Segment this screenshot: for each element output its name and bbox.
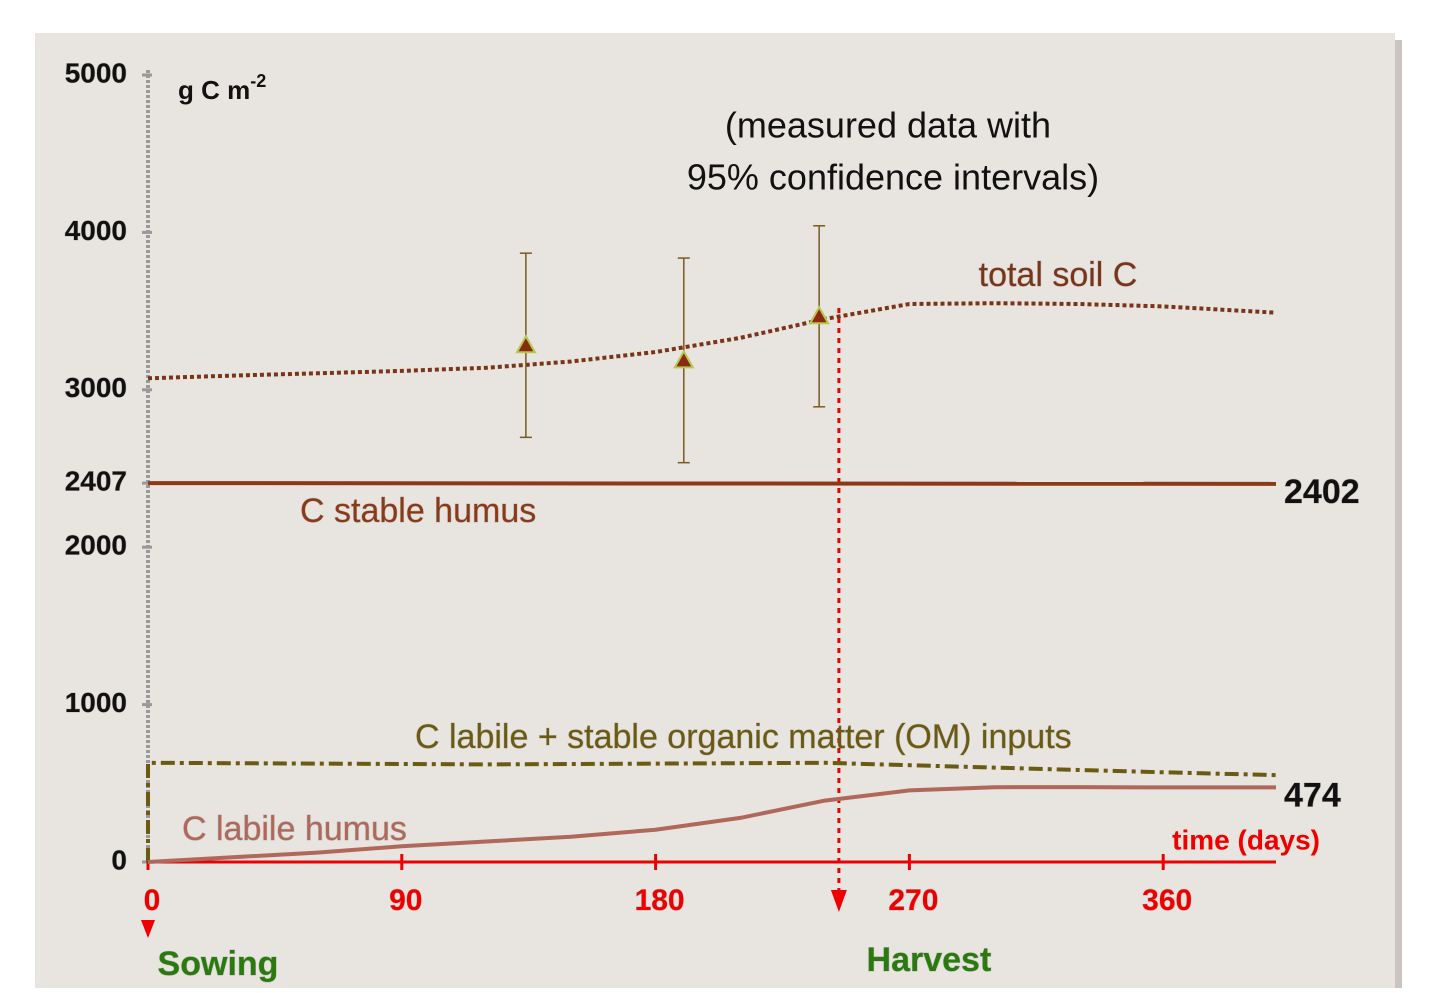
y-tick-label: 1000 bbox=[65, 687, 127, 718]
series-line bbox=[147, 301, 1277, 381]
annotation: 95% confidence intervals) bbox=[687, 157, 1099, 198]
y-tick-label: 5000 bbox=[65, 57, 127, 88]
y-axis-label: g C m-2 bbox=[178, 71, 266, 105]
x-tick-label: 90 bbox=[389, 884, 422, 917]
y-tick-label: 2000 bbox=[65, 530, 127, 561]
y-tick-label: 2407 bbox=[65, 466, 127, 497]
x-tick-label: 180 bbox=[635, 884, 685, 917]
y-tick-label: 4000 bbox=[65, 215, 127, 246]
y-label-sup: -2 bbox=[250, 71, 266, 91]
value-label: 2402 bbox=[1284, 473, 1360, 511]
y-tick-label: 3000 bbox=[65, 372, 127, 403]
measured-point bbox=[673, 349, 695, 369]
event-label: Sowing bbox=[158, 945, 279, 983]
series-label: C labile + stable organic matter (OM) in… bbox=[415, 718, 1072, 756]
series-line bbox=[146, 760, 1277, 862]
measured-point bbox=[808, 305, 830, 325]
measured-point bbox=[515, 334, 537, 354]
series-label: C labile humus bbox=[182, 810, 407, 848]
panel bbox=[35, 33, 1395, 988]
x-tick-label: 360 bbox=[1142, 884, 1192, 917]
series-line bbox=[147, 785, 1276, 864]
annotation: (measured data with bbox=[725, 105, 1051, 146]
x-tick-label: 0 bbox=[144, 884, 161, 917]
x-axis-label: time (days) bbox=[1172, 824, 1320, 855]
x-tick-label: 270 bbox=[888, 884, 938, 917]
event-arrow bbox=[830, 890, 847, 912]
value-label: 474 bbox=[1284, 776, 1341, 814]
event-label: Harvest bbox=[867, 941, 992, 979]
series-label: C stable humus bbox=[300, 492, 536, 530]
series-label: total soil C bbox=[979, 256, 1138, 294]
y-label-text: g C m bbox=[178, 75, 250, 105]
series-line bbox=[147, 481, 1277, 486]
event-arrow bbox=[141, 920, 155, 938]
y-tick-label: 0 bbox=[111, 844, 127, 875]
